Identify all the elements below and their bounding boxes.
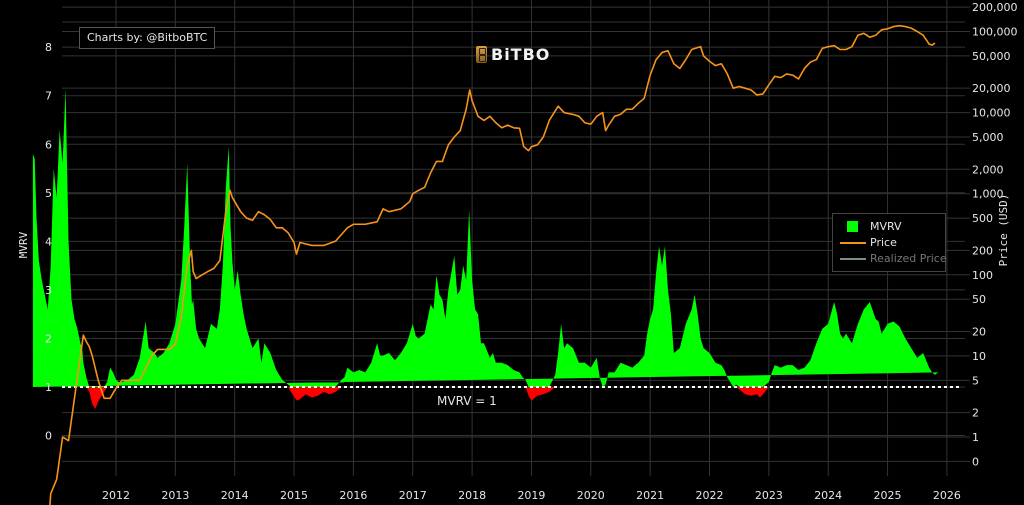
svg-text:1,000: 1,000 — [972, 188, 1004, 201]
svg-text:2019: 2019 — [517, 489, 545, 502]
svg-text:2022: 2022 — [696, 489, 724, 502]
legend-item-mvrv[interactable]: MVRV — [833, 219, 945, 235]
mvrv-axis-ticks: 0 1 2 3 4 5 6 7 8 — [45, 41, 52, 442]
svg-text:2: 2 — [45, 332, 52, 345]
svg-text:50,000: 50,000 — [972, 50, 1011, 63]
svg-text:10,000: 10,000 — [972, 107, 1011, 120]
legend-item-realized-price[interactable]: Realized Price — [833, 251, 947, 267]
svg-text:2026: 2026 — [933, 489, 961, 502]
svg-text:20: 20 — [972, 325, 986, 338]
svg-text:2013: 2013 — [161, 489, 189, 502]
svg-text:20,000: 20,000 — [972, 82, 1011, 95]
svg-text:0: 0 — [45, 430, 52, 443]
legend-label: Price — [870, 236, 897, 249]
svg-text:100,000: 100,000 — [972, 26, 1018, 39]
svg-text:5,000: 5,000 — [972, 131, 1004, 144]
svg-text:7: 7 — [45, 90, 52, 103]
bitbo-logo-text: BiTBO — [491, 45, 551, 64]
svg-text:2012: 2012 — [102, 489, 130, 502]
svg-text:2018: 2018 — [458, 489, 486, 502]
svg-text:100: 100 — [972, 269, 993, 282]
year-axis-ticks: 2012 2013 2014 2015 2016 2017 2018 2019 2020 2021… — [102, 489, 961, 502]
svg-text:2023: 2023 — [755, 489, 783, 502]
realized-price-line-swatch-icon — [840, 258, 866, 260]
price-axis-ticks: 0 1 2 5 10 20 50 100 200 500 1,000 2,000 5,000 10,000… — [972, 1, 1018, 468]
svg-text:500: 500 — [972, 212, 993, 225]
mvrv-threshold-annotation: MVRV = 1 — [437, 394, 497, 408]
svg-text:2015: 2015 — [280, 489, 308, 502]
svg-text:2017: 2017 — [399, 489, 427, 502]
svg-text:0: 0 — [972, 455, 979, 468]
svg-text:2025: 2025 — [874, 489, 902, 502]
mvrv-axis-title: MVRV — [17, 231, 30, 258]
svg-text:2,000: 2,000 — [972, 163, 1004, 176]
legend-item-price[interactable]: Price — [833, 235, 945, 251]
mvrv-area-series — [32, 88, 938, 409]
price-line-series — [49, 24, 936, 505]
svg-text:2016: 2016 — [339, 489, 367, 502]
svg-text:2: 2 — [972, 407, 979, 420]
bitbo-logo-icon — [476, 46, 487, 63]
svg-text:4: 4 — [45, 235, 52, 248]
svg-text:1: 1 — [972, 431, 979, 444]
legend-label: Realized Price — [870, 252, 947, 265]
legend-label: MVRV — [870, 220, 902, 233]
svg-text:2024: 2024 — [814, 489, 842, 502]
svg-text:5: 5 — [972, 374, 979, 387]
svg-text:10: 10 — [972, 350, 986, 363]
svg-text:5: 5 — [45, 187, 52, 200]
svg-text:50: 50 — [972, 293, 986, 306]
mvrv-swatch-icon — [847, 221, 858, 232]
svg-text:8: 8 — [45, 41, 52, 54]
svg-text:200: 200 — [972, 244, 993, 257]
price-axis-title: Price (USD) — [997, 194, 1010, 267]
svg-text:1: 1 — [45, 381, 52, 394]
price-line-swatch-icon — [840, 242, 866, 244]
bitbo-logo: BiTBO — [476, 45, 550, 64]
svg-text:2014: 2014 — [221, 489, 249, 502]
svg-text:6: 6 — [45, 138, 52, 151]
svg-text:2020: 2020 — [577, 489, 605, 502]
chart-credit-label: Charts by: @BitboBTC — [79, 27, 216, 49]
svg-text:3: 3 — [45, 284, 52, 297]
chart-legend: MVRV Price Realized Price — [832, 213, 947, 272]
grid-lines — [62, 0, 970, 476]
svg-text:200,000: 200,000 — [972, 1, 1018, 14]
svg-text:2021: 2021 — [636, 489, 664, 502]
